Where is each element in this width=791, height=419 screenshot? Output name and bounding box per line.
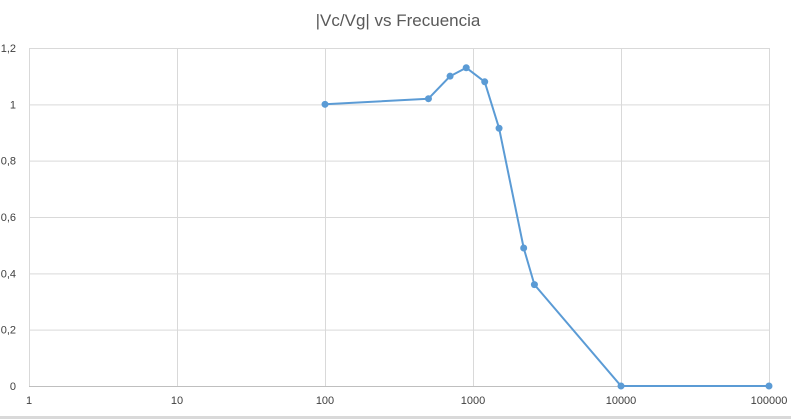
chart-title: |Vc/Vg| vs Frecuencia: [316, 11, 481, 30]
tick-labels: 0 0,2 0,4 0,6 0,8 1 1,2 1 10 100 1000 10000 100000: [1, 43, 788, 407]
x-tick-label: 10000: [606, 395, 637, 407]
data-point: [765, 382, 773, 390]
data-point: [321, 100, 329, 108]
data-point: [530, 281, 538, 289]
y-tick-label: 1: [10, 99, 16, 111]
data-point: [481, 78, 489, 86]
data-point: [462, 64, 470, 72]
data-point: [495, 124, 503, 132]
y-tick-label: 0,6: [1, 212, 16, 224]
data-point: [424, 95, 432, 103]
x-tick-label: 100: [316, 395, 334, 407]
x-tick-label: 1000: [461, 395, 485, 407]
series-line: [324, 66, 769, 387]
y-tick-label: 0,8: [1, 156, 16, 168]
bottom-divider: [0, 416, 791, 419]
y-tick-label: 0: [10, 381, 16, 393]
x-tick-label: 100000: [751, 395, 788, 407]
plot-area: [321, 64, 773, 390]
data-point: [617, 382, 625, 390]
data-point: [520, 244, 528, 252]
x-tick-label: 10: [171, 395, 183, 407]
data-point: [446, 72, 454, 80]
grid: [29, 48, 770, 386]
y-tick-label: 0,2: [1, 325, 16, 337]
y-tick-label: 0,4: [1, 268, 16, 280]
y-tick-label: 1,2: [1, 43, 16, 55]
x-tick-label: 1: [26, 395, 32, 407]
